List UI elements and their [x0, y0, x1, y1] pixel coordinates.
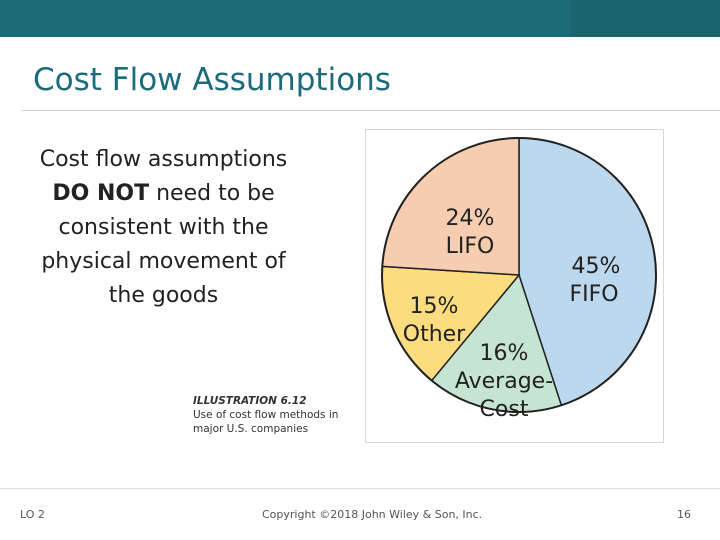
body-line1: Cost flow assumptions: [39, 147, 288, 172]
pie-outline: [381, 137, 657, 413]
copyright: Copyright ©2018 John Wiley & Son, Inc.: [262, 508, 483, 521]
pie-label-lifo-percent-text: 24%: [446, 206, 495, 231]
title-divider: [22, 110, 720, 111]
pie-chart: 45% FIFO 16% Average- Cost 15% Other 24% LIFO: [381, 137, 657, 422]
pie-label-fifo-name-text: FIFO: [569, 282, 618, 307]
learning-objective: LO 2: [20, 508, 45, 521]
illustration-caption: ILLUSTRATION 6.12 Use of cost flow metho…: [193, 394, 338, 436]
body-rest: need to be consistent with the physical …: [41, 181, 286, 308]
pie-label-fifo-percent-text: 45%: [572, 254, 621, 279]
header-bar-accent: [570, 0, 720, 37]
footer-divider: [0, 488, 720, 489]
illustration-caption-line2: major U.S. companies: [193, 423, 309, 435]
illustration-title: ILLUSTRATION 6.12: [193, 395, 307, 407]
slide-title: Cost Flow Assumptions: [33, 62, 391, 98]
pie-label-lifo-name-text: LIFO: [446, 234, 495, 259]
pie-label-average-cost-percent-text: 16%: [480, 341, 529, 366]
pie-label-other-name-text: Other: [403, 322, 466, 347]
page-number: 16: [677, 508, 691, 521]
pie-label-other-percent-text: 15%: [410, 294, 459, 319]
pie-chart-frame: 45% FIFO 16% Average- Cost 15% Other 24% LIFO: [365, 129, 664, 443]
illustration-caption-line1: Use of cost flow methods in: [193, 409, 339, 421]
body-text: Cost flow assumptions DO NOT need to be …: [22, 143, 305, 313]
body-bold: DO NOT: [52, 181, 150, 206]
pie-label-average-cost-name-text2: Cost: [480, 397, 529, 422]
pie-label-average-cost-name-text: Average-: [455, 369, 553, 394]
